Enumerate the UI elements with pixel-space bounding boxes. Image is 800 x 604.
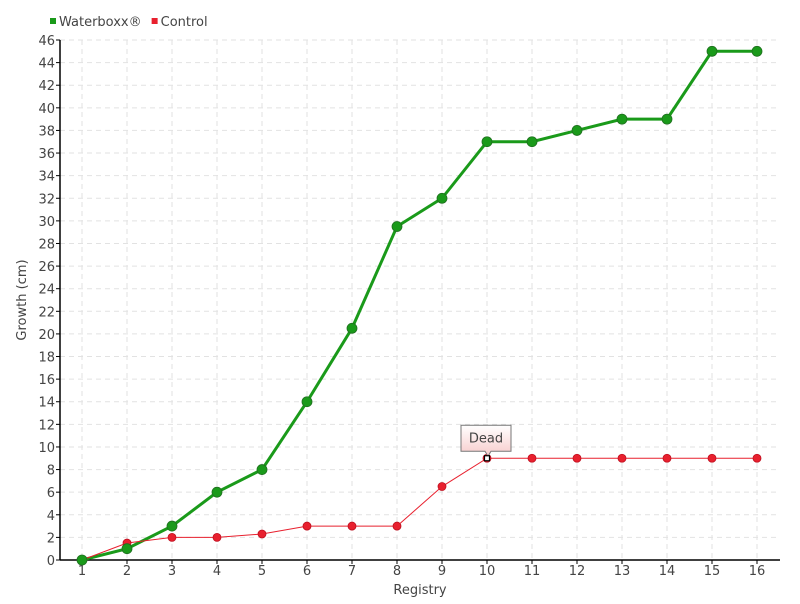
- y-tick-label: 38: [38, 124, 55, 139]
- data-point: [167, 532, 177, 542]
- y-tick-label: 10: [38, 441, 55, 456]
- data-point: [706, 45, 718, 57]
- y-tick-label: 34: [38, 170, 55, 185]
- y-tick-label: 42: [38, 79, 55, 94]
- x-axis-label: Registry: [393, 583, 447, 598]
- y-tick-label: 32: [38, 192, 55, 207]
- data-point: [751, 45, 763, 57]
- data-point: [301, 396, 313, 408]
- data-point: [707, 453, 717, 463]
- legend-label: Control: [161, 15, 208, 30]
- x-tick-label: 16: [749, 564, 766, 579]
- data-point: [661, 113, 673, 125]
- x-tick-label: 5: [258, 564, 266, 579]
- y-tick-label: 2: [47, 531, 55, 546]
- y-tick-label: 26: [38, 260, 55, 275]
- data-point: [211, 486, 223, 498]
- data-point: [121, 543, 133, 555]
- y-axis-label: Growth (cm): [15, 259, 30, 340]
- annotation-marker: [483, 455, 491, 462]
- data-point: [391, 221, 403, 232]
- y-tick-label: 36: [38, 147, 55, 162]
- data-point: [166, 520, 178, 532]
- legend: Waterboxx® Control: [50, 15, 208, 30]
- data-point: [257, 529, 267, 539]
- series-layer: [76, 45, 763, 566]
- x-tick-label: 15: [704, 564, 721, 579]
- y-tick-label: 30: [38, 215, 55, 230]
- y-tick-label: 44: [38, 57, 55, 72]
- y-tick-label: 14: [38, 396, 55, 411]
- data-point: [212, 532, 222, 542]
- data-point: [617, 453, 627, 463]
- x-tick-label: 1: [78, 564, 86, 579]
- data-point: [662, 453, 672, 463]
- data-point: [302, 521, 312, 531]
- data-point: [526, 136, 538, 148]
- data-point: [752, 453, 762, 463]
- x-tick-label: 10: [479, 564, 496, 579]
- y-tick-label: 28: [38, 237, 55, 252]
- data-point: [256, 464, 268, 475]
- data-point: [437, 482, 447, 491]
- legend-swatch: [151, 18, 158, 24]
- legend-swatch: [50, 18, 56, 24]
- y-tick-label: 46: [38, 34, 55, 49]
- annotation-box: [460, 424, 512, 458]
- x-tick-label: 13: [614, 564, 631, 579]
- series-line-control: [81, 457, 757, 561]
- x-tick-label: 11: [524, 564, 541, 579]
- annotation-layer: Dead: [460, 424, 512, 462]
- data-point: [527, 453, 537, 463]
- annotation-label: Dead: [469, 431, 503, 446]
- x-tick-label: 7: [348, 564, 356, 579]
- x-tick-label: 9: [438, 564, 446, 579]
- data-point: [347, 521, 357, 531]
- data-point: [572, 453, 582, 463]
- x-tick-label: 2: [123, 564, 131, 579]
- x-tick-label: 3: [168, 564, 176, 579]
- x-tick-label: 14: [659, 564, 676, 579]
- x-tick-label: 4: [213, 564, 221, 579]
- axes: 0246810121416182022242628303234363840424…: [38, 34, 780, 579]
- data-point: [481, 136, 493, 148]
- data-point: [571, 125, 583, 136]
- y-tick-label: 8: [47, 464, 55, 479]
- x-tick-label: 12: [569, 564, 586, 579]
- x-tick-label: 8: [393, 564, 401, 579]
- legend-label: Waterboxx®: [59, 15, 142, 30]
- y-tick-label: 40: [38, 102, 55, 117]
- grid: [60, 39, 780, 560]
- x-tick-label: 6: [303, 564, 311, 579]
- y-tick-label: 12: [38, 418, 55, 433]
- y-tick-label: 22: [38, 305, 55, 320]
- data-point: [436, 192, 448, 204]
- data-point: [392, 521, 402, 531]
- y-tick-label: 20: [38, 328, 55, 343]
- data-point: [346, 322, 358, 334]
- y-tick-label: 4: [47, 509, 55, 524]
- y-tick-label: 6: [47, 486, 55, 501]
- y-tick-label: 24: [38, 283, 55, 298]
- y-tick-label: 16: [38, 373, 55, 388]
- y-tick-label: 0: [47, 554, 55, 569]
- y-tick-label: 18: [38, 351, 55, 366]
- series-line-waterboxx: [81, 49, 757, 562]
- data-point: [76, 554, 88, 566]
- data-point: [616, 113, 628, 125]
